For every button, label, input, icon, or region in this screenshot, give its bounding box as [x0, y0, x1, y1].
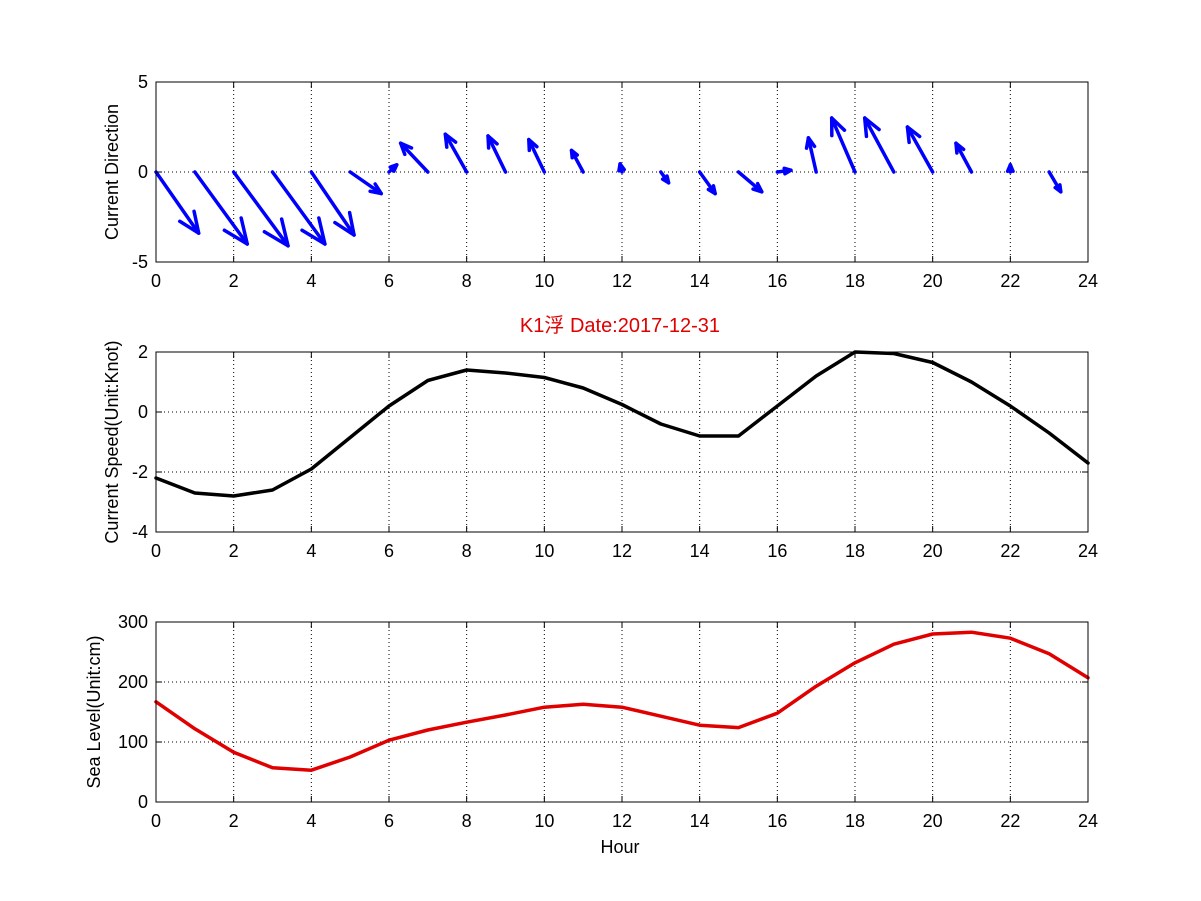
x-tick-label: 0 — [151, 541, 161, 561]
current-arrow — [154, 170, 201, 235]
current-arrow — [954, 141, 974, 174]
y-tick-label: 0 — [138, 162, 148, 182]
line-current-speed — [154, 350, 1090, 498]
y-ticks-sea-level: 0 100 200 300 — [118, 612, 1088, 812]
x-tick-label: 2 — [229, 541, 239, 561]
x-tick-label: 6 — [384, 541, 394, 561]
x-tick-label: 0 — [151, 271, 161, 291]
current-arrow — [775, 166, 793, 176]
x-tick-label: 16 — [767, 811, 787, 831]
current-arrow — [270, 170, 327, 246]
x-tick-label: 20 — [923, 541, 943, 561]
current-arrow — [862, 116, 896, 174]
y-axis-label-sea-level: Sea Level(Unit:cm) — [84, 635, 104, 788]
x-tick-label: 16 — [767, 271, 787, 291]
current-arrow — [659, 170, 671, 185]
sea-level-series-line — [154, 630, 1090, 772]
x-ticks-current-direction: 0 2 4 6 8 10 12 14 16 18 20 22 24 — [151, 82, 1098, 291]
current-arrow — [486, 134, 508, 174]
x-tick-label: 18 — [845, 541, 865, 561]
line-sea-level — [154, 630, 1090, 772]
x-tick-label: 4 — [306, 271, 316, 291]
y-ticks-current-speed: -4 -2 0 2 — [132, 342, 1088, 542]
current-arrow — [443, 132, 469, 174]
y-tick-label: 0 — [138, 402, 148, 422]
x-tick-label: 4 — [306, 811, 316, 831]
y-tick-label: 100 — [118, 732, 148, 752]
grid-sea-level — [156, 622, 1088, 802]
grid-current-speed — [156, 352, 1088, 532]
x-tick-label: 22 — [1000, 811, 1020, 831]
x-tick-label: 20 — [923, 811, 943, 831]
current-arrow — [905, 125, 935, 174]
current-arrow — [697, 170, 717, 196]
x-tick-label: 10 — [534, 541, 554, 561]
arrows-current-direction — [154, 116, 1063, 248]
x-tick-label: 16 — [767, 541, 787, 561]
x-axis-label-hour: Hour — [600, 837, 639, 857]
current-arrow — [348, 170, 383, 196]
y-tick-label: -4 — [132, 522, 148, 542]
panel-current-speed: K1浮 Date:2017-12-31 0 2 4 6 8 10 12 14 16 18 20 22 2… — [102, 314, 1098, 561]
x-tick-label: 18 — [845, 271, 865, 291]
x-tick-label: 0 — [151, 811, 161, 831]
current-arrow — [193, 170, 250, 246]
y-ticks-current-direction: -5 0 5 — [132, 72, 1088, 272]
current-arrow — [736, 170, 764, 194]
x-tick-label: 8 — [462, 811, 472, 831]
x-tick-label: 14 — [690, 271, 710, 291]
y-tick-label: 2 — [138, 342, 148, 362]
x-ticks-current-speed: 0 2 4 6 8 10 12 14 16 18 20 22 24 — [151, 352, 1098, 561]
current-arrow — [398, 141, 430, 174]
x-tick-label: 4 — [306, 541, 316, 561]
y-tick-label: 5 — [138, 72, 148, 92]
x-tick-label: 8 — [462, 271, 472, 291]
x-tick-label: 22 — [1000, 541, 1020, 561]
y-tick-label: -5 — [132, 252, 148, 272]
current-arrow — [387, 163, 399, 174]
x-tick-label: 2 — [229, 811, 239, 831]
x-tick-label: 12 — [612, 811, 632, 831]
x-tick-label: 22 — [1000, 271, 1020, 291]
current-arrow — [804, 136, 818, 174]
x-tick-label: 12 — [612, 271, 632, 291]
current-arrow — [829, 116, 857, 174]
x-tick-label: 24 — [1078, 271, 1098, 291]
x-tick-label: 14 — [690, 541, 710, 561]
x-tick-label: 2 — [229, 271, 239, 291]
current-arrow — [527, 137, 547, 174]
x-tick-label: 10 — [534, 271, 554, 291]
y-tick-label: 0 — [138, 792, 148, 812]
x-tick-label: 18 — [845, 811, 865, 831]
current-arrow — [569, 148, 585, 174]
panel-current-direction: 0 2 4 6 8 10 12 14 16 18 20 22 24 -505 Current Direc… — [102, 72, 1098, 291]
current-arrow — [1005, 163, 1015, 174]
x-tick-label: 24 — [1078, 811, 1098, 831]
x-tick-label: 12 — [612, 541, 632, 561]
x-tick-label: 14 — [690, 811, 710, 831]
y-tick-label: -2 — [132, 462, 148, 482]
x-tick-label: 24 — [1078, 541, 1098, 561]
x-tick-label: 8 — [462, 541, 472, 561]
current-arrow — [1047, 170, 1063, 194]
y-axis-label-current-speed: Current Speed(Unit:Knot) — [102, 340, 122, 543]
current-arrow — [231, 170, 290, 248]
x-tick-label: 6 — [384, 271, 394, 291]
y-tick-label: 200 — [118, 672, 148, 692]
current-arrow — [617, 162, 626, 174]
chart-title: K1浮 Date:2017-12-31 — [520, 314, 720, 337]
x-tick-label: 6 — [384, 811, 394, 831]
y-axis-label-current-direction: Current Direction — [102, 104, 122, 240]
current-speed-series-line — [154, 350, 1090, 498]
x-ticks-sea-level: 0 2 4 6 8 10 12 14 16 18 20 22 24 — [151, 622, 1098, 831]
current-arrow — [309, 170, 356, 237]
x-tick-label: 10 — [534, 811, 554, 831]
x-tick-label: 20 — [923, 271, 943, 291]
y-tick-label: 300 — [118, 612, 148, 632]
